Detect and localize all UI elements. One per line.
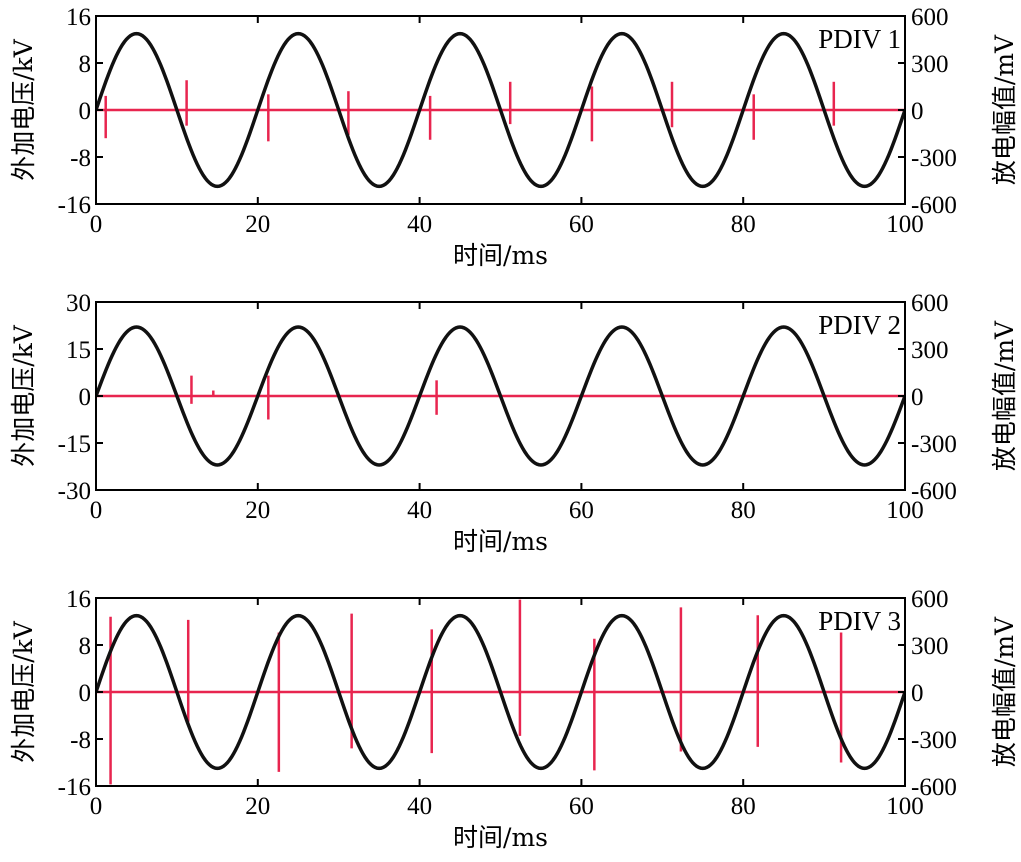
y-left-axis-label: 外加电压/kV: [9, 38, 38, 181]
y-right-tick-label: -600: [911, 478, 957, 505]
x-tick-label: 40: [407, 211, 432, 238]
x-tick-label: 20: [245, 211, 270, 238]
y-right-tick-label: 0: [911, 98, 924, 125]
y-left-tick-label: 15: [66, 337, 91, 364]
x-tick-label: 100: [886, 211, 924, 238]
panel-annotation: PDIV 2: [818, 310, 901, 340]
voltage-waveform: [96, 613, 905, 771]
y-right-tick-label: 300: [911, 633, 949, 660]
y-right-tick-label: -600: [911, 192, 957, 219]
y-right-axis-label: 放电幅值/mV: [990, 320, 1019, 471]
y-right-tick-label: 600: [911, 290, 949, 317]
chart-panel-1: 0 20 40 60 80 1001680-8-166003000-300-600时间/m…: [9, 4, 1019, 270]
x-tick-label: 100: [886, 497, 924, 524]
x-axis-label: 时间/ms: [453, 527, 548, 556]
x-tick-label: 20: [245, 793, 270, 820]
y-right-tick-label: -300: [911, 145, 957, 172]
y-right-tick-label: 300: [911, 337, 949, 364]
y-right-tick-label: -300: [911, 727, 957, 754]
x-tick-label: 100: [886, 793, 924, 820]
x-axis-label: 时间/ms: [453, 823, 548, 852]
y-left-tick-label: 0: [79, 680, 92, 707]
y-left-tick-label: 16: [66, 586, 91, 613]
x-tick-label: 80: [731, 793, 756, 820]
x-tick-label: 0: [90, 497, 103, 524]
x-tick-label: 0: [90, 793, 103, 820]
y-right-tick-label: 0: [911, 680, 924, 707]
y-right-tick-label: 300: [911, 51, 949, 78]
y-left-tick-label: -8: [70, 145, 91, 172]
x-tick-label: 60: [569, 211, 594, 238]
y-right-tick-label: 0: [911, 384, 924, 411]
x-tick-label: 40: [407, 497, 432, 524]
x-tick-label: 20: [245, 497, 270, 524]
y-left-tick-label: 0: [79, 98, 92, 125]
y-right-tick-label: 600: [911, 4, 949, 31]
y-right-axis-label: 放电幅值/mV: [990, 34, 1019, 185]
y-left-tick-label: -30: [58, 478, 91, 505]
chart-panel-3: 0 20 40 60 80 1001680-8-166003000-300-600时间/m…: [9, 586, 1019, 852]
y-left-tick-label: -16: [58, 192, 91, 219]
x-axis-label: 时间/ms: [453, 241, 548, 270]
y-left-tick-label: -8: [70, 727, 91, 754]
y-right-tick-label: -600: [911, 774, 957, 801]
y-left-tick-label: 0: [79, 384, 92, 411]
x-tick-label: 80: [731, 211, 756, 238]
x-tick-label: 0: [90, 211, 103, 238]
panel-annotation: PDIV 3: [818, 606, 901, 636]
x-tick-label: 80: [731, 497, 756, 524]
y-right-tick-label: -300: [911, 431, 957, 458]
x-tick-label: 40: [407, 793, 432, 820]
y-right-tick-label: 600: [911, 586, 949, 613]
x-tick-label: 60: [569, 497, 594, 524]
y-left-tick-label: 8: [79, 51, 92, 78]
y-left-tick-label: -15: [58, 431, 91, 458]
y-left-tick-label: 8: [79, 633, 92, 660]
y-left-tick-label: 16: [66, 4, 91, 31]
chart-panel-2: 0 20 40 60 80 100 30 15 0 -15 -30 600 300 0 -300 -600 时间…: [9, 290, 1019, 556]
panel-annotation: PDIV 1: [818, 24, 901, 54]
x-tick-label: 60: [569, 793, 594, 820]
y-right-axis-label: 放电幅值/mV: [990, 616, 1019, 767]
voltage-waveform: [96, 325, 905, 467]
y-left-axis-label: 外加电压/kV: [9, 620, 38, 763]
y-left-axis-label: 外加电压/kV: [9, 324, 38, 467]
voltage-waveform: [96, 31, 905, 189]
y-left-tick-label: 30: [66, 290, 91, 317]
y-left-tick-label: -16: [58, 774, 91, 801]
